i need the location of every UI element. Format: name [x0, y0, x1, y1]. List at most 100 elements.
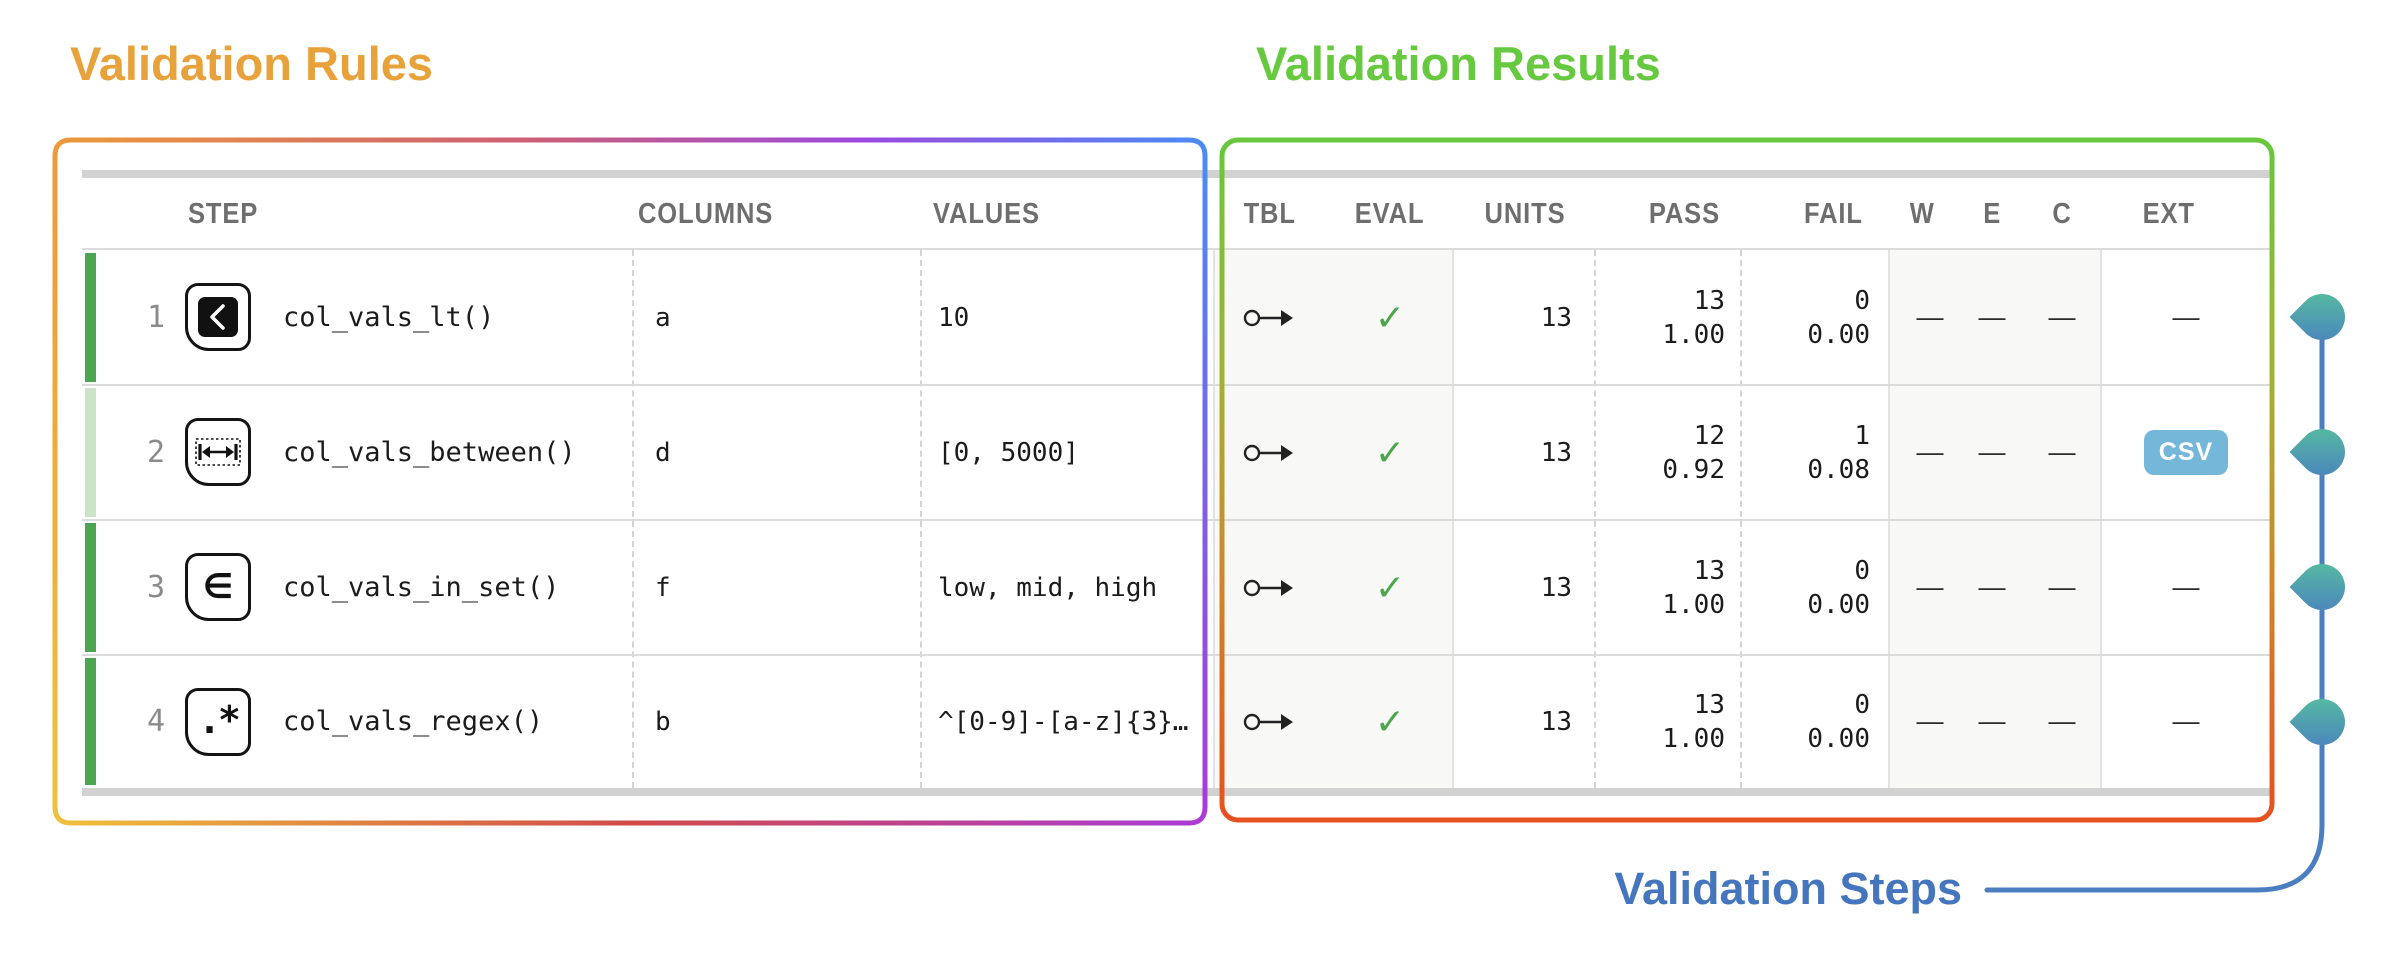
pass-cell: 13 1.00	[1598, 250, 1725, 385]
row-divider	[82, 384, 2272, 386]
units-value: 13	[1540, 437, 1572, 468]
pass-fraction: 1.00	[1662, 319, 1725, 350]
pass-count: 12	[1693, 420, 1725, 451]
error-cell: —	[1978, 706, 2006, 736]
checkmark-icon: ✓	[1374, 431, 1406, 473]
table-top-bar	[82, 170, 2272, 178]
header-units: UNITS	[1484, 197, 1566, 230]
columns-value: f	[655, 572, 671, 603]
validation-function: col_vals_in_set()	[283, 572, 560, 603]
table-arrow-icon	[1240, 385, 1300, 520]
header-fail: FAIL	[1803, 197, 1863, 230]
fail-count: 0	[1854, 285, 1870, 316]
table-row: 4 .* col_vals_regex() b ^[0-9]-[a-z]{3}……	[0, 655, 2400, 788]
fail-count: 0	[1854, 555, 1870, 586]
fail-cell: 0 0.00	[1744, 250, 1870, 385]
step-number: 3	[146, 570, 165, 605]
extract-cell: —	[2172, 302, 2200, 332]
units-value: 13	[1540, 706, 1572, 737]
fail-fraction: 0.00	[1807, 319, 1870, 350]
fail-cell: 0 0.00	[1744, 655, 1870, 788]
table-bottom-bar	[82, 788, 2272, 796]
table-header-row: STEP COLUMNS VALUES TBL EVAL UNITS PASS …	[0, 178, 2400, 250]
critical-cell: —	[2048, 437, 2076, 467]
extract-cell: —	[2172, 706, 2200, 736]
critical-cell: —	[2048, 706, 2076, 736]
results-section-title: Validation Results	[1256, 37, 1661, 90]
extract-cell: —	[2172, 572, 2200, 602]
checkmark-icon: ✓	[1374, 700, 1406, 742]
header-pass: PASS	[1648, 197, 1720, 230]
columns-value: a	[655, 302, 671, 333]
pass-cell: 12 0.92	[1598, 385, 1725, 520]
regex-icon: .*	[185, 688, 251, 756]
values-value: [0, 5000]	[938, 437, 1079, 468]
rules-section-title: Validation Rules	[70, 37, 434, 90]
header-ext: EXT	[2142, 197, 2196, 230]
fail-fraction: 0.00	[1807, 589, 1870, 620]
table-arrow-icon	[1240, 520, 1300, 655]
header-e: E	[1983, 197, 2001, 230]
pass-cell: 13 1.00	[1598, 655, 1725, 788]
pass-count: 13	[1693, 285, 1725, 316]
status-strip	[85, 523, 96, 652]
step-number: 1	[146, 300, 165, 335]
table-arrow-icon	[1240, 250, 1300, 385]
units-value: 13	[1540, 302, 1572, 333]
pass-cell: 13 1.00	[1598, 520, 1725, 655]
table-row: 2 col_vals_between() d [0, 5000] ✓ 13 12…	[0, 385, 2400, 520]
validation-function: col_vals_regex()	[283, 706, 544, 737]
warn-cell: —	[1916, 437, 1944, 467]
table-row: 1 col_vals_lt() a 10 ✓ 13 13 1.00 0 0.00…	[0, 250, 2400, 385]
pass-count: 13	[1693, 555, 1725, 586]
error-cell: —	[1978, 302, 2006, 332]
pass-fraction: 0.92	[1662, 454, 1725, 485]
warn-cell: —	[1916, 302, 1944, 332]
header-tbl: TBL	[1243, 197, 1297, 230]
status-strip	[85, 253, 96, 382]
extract-cell: CSV	[2110, 385, 2262, 520]
step-number: 2	[146, 435, 165, 470]
fail-cell: 1 0.08	[1744, 385, 1870, 520]
status-strip	[85, 388, 96, 517]
row-divider	[82, 654, 2272, 656]
fail-count: 1	[1854, 420, 1870, 451]
values-value: low, mid, high	[938, 572, 1158, 603]
csv-download-button[interactable]: CSV	[2143, 430, 2229, 475]
steps-section-title: Validation Steps	[1614, 863, 1962, 914]
fail-fraction: 0.08	[1807, 454, 1870, 485]
header-w: W	[1909, 197, 1935, 230]
critical-cell: —	[2048, 572, 2076, 602]
validation-function: col_vals_lt()	[283, 302, 495, 333]
pass-fraction: 1.00	[1662, 589, 1725, 620]
step-number: 4	[146, 704, 165, 739]
header-divider	[82, 248, 2272, 250]
table-row: 3 ∈ col_vals_in_set() f low, mid, high ✓…	[0, 520, 2400, 655]
element-of-icon: ∈	[185, 553, 251, 621]
header-step: STEP	[188, 197, 259, 230]
checkmark-icon: ✓	[1374, 566, 1406, 608]
values-value: 10	[938, 302, 970, 333]
error-cell: —	[1978, 572, 2006, 602]
header-eval: EVAL	[1355, 197, 1425, 230]
warn-cell: —	[1916, 706, 1944, 736]
columns-value: d	[655, 437, 671, 468]
validation-function: col_vals_between()	[283, 437, 576, 468]
less-than-icon	[185, 283, 251, 351]
pass-fraction: 1.00	[1662, 723, 1725, 754]
pass-count: 13	[1693, 689, 1725, 720]
critical-cell: —	[2048, 302, 2076, 332]
error-cell: —	[1978, 437, 2006, 467]
table-arrow-icon	[1240, 655, 1300, 788]
status-strip	[85, 658, 96, 785]
header-c: C	[2052, 197, 2072, 230]
fail-fraction: 0.00	[1807, 723, 1870, 754]
columns-value: b	[655, 706, 671, 737]
fail-cell: 0 0.00	[1744, 520, 1870, 655]
warn-cell: —	[1916, 572, 1944, 602]
checkmark-icon: ✓	[1374, 296, 1406, 338]
header-columns: COLUMNS	[638, 197, 774, 230]
fail-count: 0	[1854, 689, 1870, 720]
between-icon	[185, 418, 251, 486]
